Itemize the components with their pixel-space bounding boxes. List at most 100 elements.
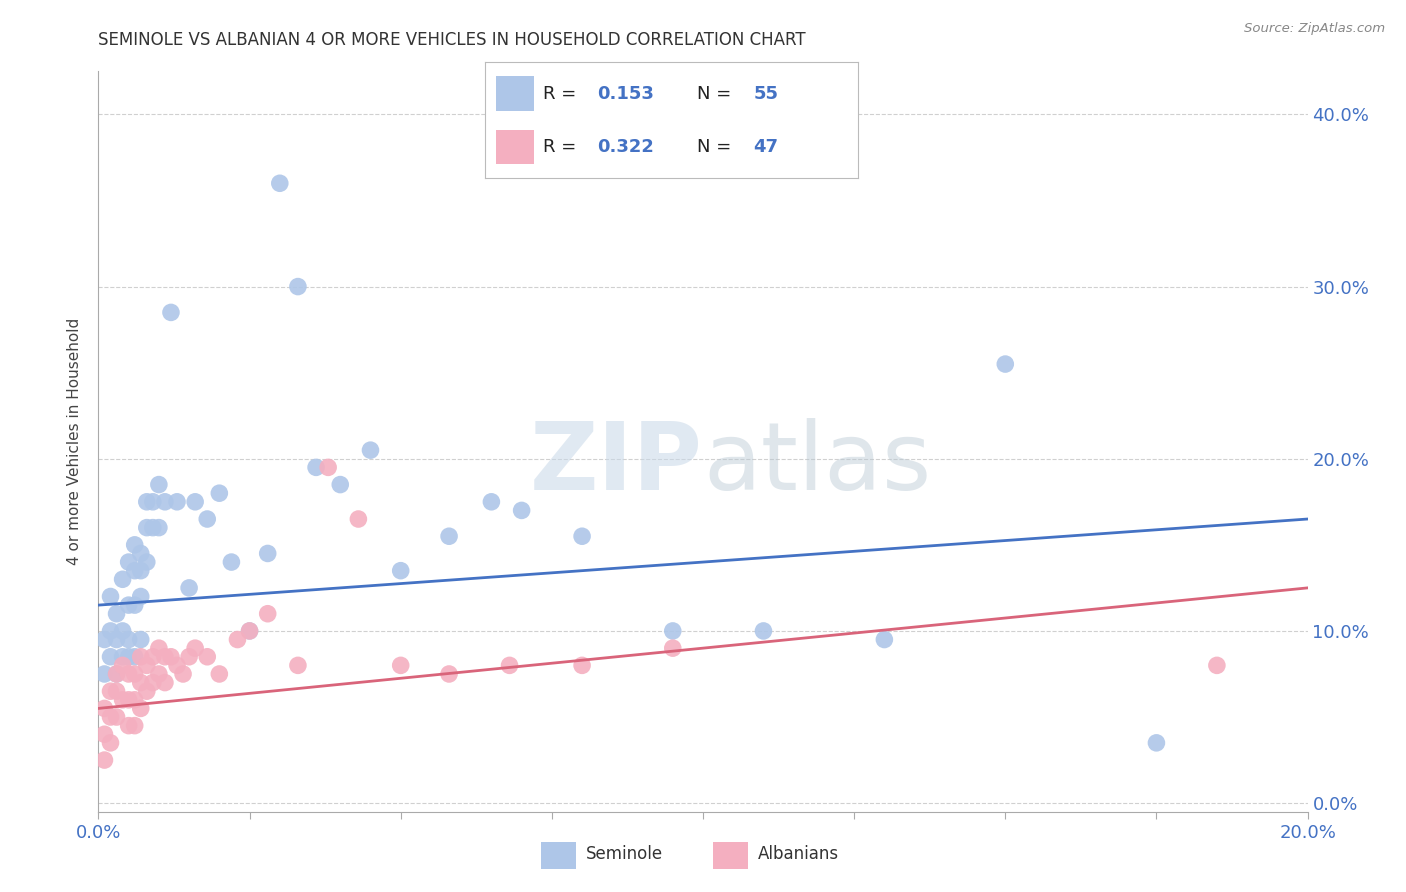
Point — [105, 667, 128, 681]
Point — [129, 590, 152, 604]
Point — [93, 632, 115, 647]
Point — [994, 357, 1017, 371]
Point — [316, 460, 339, 475]
Text: N =: N = — [697, 85, 744, 103]
Point — [93, 701, 115, 715]
Point — [111, 624, 134, 638]
Point — [184, 641, 207, 656]
Text: 0.322: 0.322 — [596, 138, 654, 156]
Text: R =: R = — [543, 85, 588, 103]
Point — [221, 555, 243, 569]
Point — [135, 555, 157, 569]
Text: Albanians: Albanians — [758, 845, 839, 863]
Point — [93, 753, 115, 767]
Point — [160, 649, 183, 664]
Bar — [496, 129, 533, 164]
Point — [124, 667, 146, 681]
Point — [347, 512, 370, 526]
Point — [148, 521, 170, 535]
Point — [752, 624, 775, 638]
Point — [118, 649, 141, 664]
Point — [153, 649, 176, 664]
Point — [118, 693, 141, 707]
Point — [287, 658, 309, 673]
Point — [873, 632, 896, 647]
Point — [148, 477, 170, 491]
Point — [129, 675, 152, 690]
Point — [142, 495, 165, 509]
Point — [571, 658, 593, 673]
Text: N =: N = — [697, 138, 744, 156]
Point — [389, 658, 412, 673]
Point — [105, 684, 128, 698]
Point — [179, 581, 201, 595]
Point — [100, 710, 122, 724]
Point — [481, 495, 503, 509]
Bar — [541, 842, 575, 869]
Point — [100, 736, 122, 750]
Point — [105, 607, 128, 621]
Point — [111, 649, 134, 664]
Point — [118, 598, 141, 612]
Point — [195, 512, 218, 526]
Point — [124, 564, 146, 578]
Point — [389, 564, 412, 578]
Point — [166, 658, 188, 673]
Point — [105, 632, 128, 647]
Text: R =: R = — [543, 138, 588, 156]
Point — [124, 693, 146, 707]
Point — [135, 658, 157, 673]
Point — [148, 667, 170, 681]
Point — [662, 641, 685, 656]
Point — [510, 503, 533, 517]
Point — [239, 624, 262, 638]
Point — [153, 675, 176, 690]
Text: 47: 47 — [754, 138, 779, 156]
Point — [179, 649, 201, 664]
Point — [135, 684, 157, 698]
Point — [256, 546, 278, 560]
Point — [142, 675, 165, 690]
Point — [105, 710, 128, 724]
Point — [160, 305, 183, 319]
Point — [129, 564, 152, 578]
Point — [93, 667, 115, 681]
Text: Source: ZipAtlas.com: Source: ZipAtlas.com — [1244, 22, 1385, 36]
Point — [172, 667, 194, 681]
Y-axis label: 4 or more Vehicles in Household: 4 or more Vehicles in Household — [67, 318, 83, 566]
Text: atlas: atlas — [703, 417, 931, 509]
Point — [100, 590, 122, 604]
Point — [111, 658, 134, 673]
Point — [305, 460, 328, 475]
Point — [226, 632, 249, 647]
Point — [100, 649, 122, 664]
Point — [256, 607, 278, 621]
Point — [100, 624, 122, 638]
Point — [129, 632, 152, 647]
Text: Seminole: Seminole — [586, 845, 664, 863]
Point — [124, 538, 146, 552]
Point — [118, 667, 141, 681]
Point — [100, 684, 122, 698]
Point — [93, 727, 115, 741]
Text: SEMINOLE VS ALBANIAN 4 OR MORE VEHICLES IN HOUSEHOLD CORRELATION CHART: SEMINOLE VS ALBANIAN 4 OR MORE VEHICLES … — [98, 31, 806, 49]
Point — [118, 632, 141, 647]
Bar — [713, 842, 748, 869]
Point — [287, 279, 309, 293]
Bar — [496, 77, 533, 112]
Point — [124, 649, 146, 664]
Point — [184, 495, 207, 509]
Point — [437, 529, 460, 543]
Point — [129, 546, 152, 560]
Text: 55: 55 — [754, 85, 779, 103]
Point — [129, 701, 152, 715]
Point — [269, 176, 291, 190]
Point — [239, 624, 262, 638]
Point — [360, 443, 382, 458]
Point — [208, 486, 231, 500]
Point — [111, 572, 134, 586]
Point — [124, 718, 146, 732]
Point — [153, 495, 176, 509]
Point — [135, 495, 157, 509]
Point — [142, 649, 165, 664]
